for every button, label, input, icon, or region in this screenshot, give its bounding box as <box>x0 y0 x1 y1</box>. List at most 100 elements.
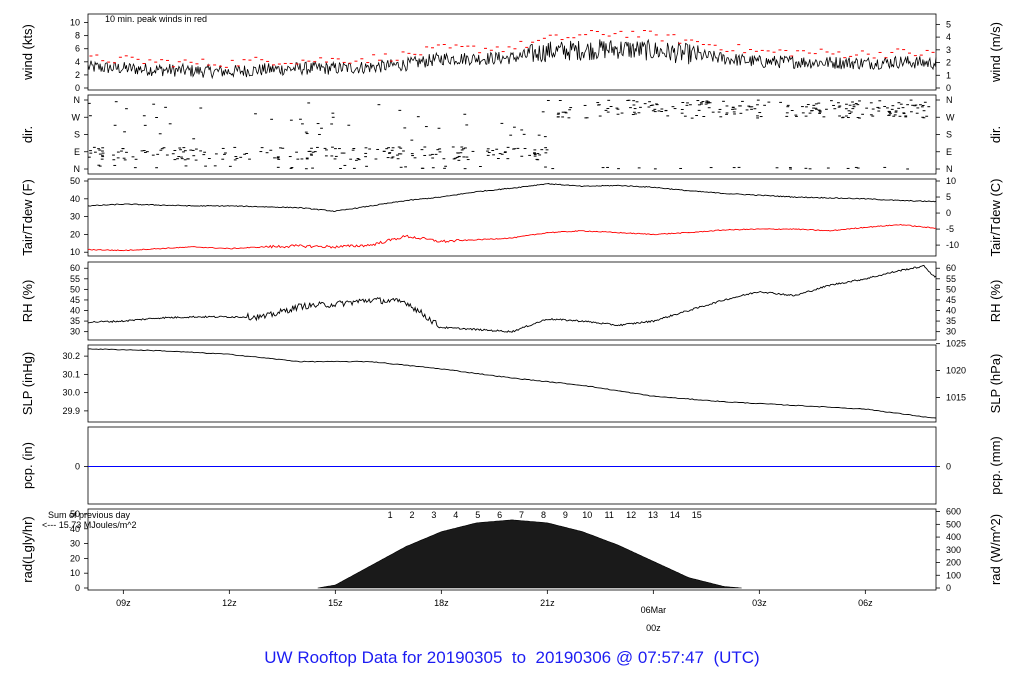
y-tick-label-left-wind: 8 <box>75 31 80 41</box>
x-tick-label: 12z <box>222 598 237 608</box>
y-tick-label-left-slp: 30.1 <box>62 369 80 379</box>
y-tick-label-left-wind: 2 <box>75 70 80 80</box>
rad-hour-label: 4 <box>453 510 458 520</box>
ylabel-temp-right: Tair/Tdew (C) <box>988 178 1003 256</box>
rad-hour-label: 14 <box>670 510 680 520</box>
air-temp-line <box>87 183 937 212</box>
footer-title: UW Rooftop Data for 20190305 to 20190306… <box>264 648 760 667</box>
ylabel-dir-left: dir. <box>20 126 35 143</box>
y-tick-label-right-rh: 50 <box>946 284 956 294</box>
ylabel-pcp-left: pcp. (in) <box>20 442 35 489</box>
y-tick-label-right-dir: E <box>946 147 952 157</box>
y-tick-label-right-temp: 0 <box>946 208 951 218</box>
panel-frame-wind <box>87 13 937 91</box>
y-tick-label-right-rad: 0 <box>946 583 951 593</box>
y-tick-label-right-wind: 5 <box>946 19 951 29</box>
y-tick-label-right-temp: 5 <box>946 192 951 202</box>
y-tick-label-left-rh: 45 <box>70 295 80 305</box>
y-tick-label-left-dir: E <box>74 147 80 157</box>
y-tick-label-right-temp: -5 <box>946 224 954 234</box>
y-tick-label-right-slp: 1025 <box>946 339 966 349</box>
y-tick-label-left-dir: N <box>74 95 81 105</box>
series-layer <box>87 30 937 589</box>
y-tick-label-left-wind: 0 <box>75 83 80 93</box>
y-tick-label-right-wind: 1 <box>946 70 951 80</box>
x-tick-label: 15z <box>328 598 343 608</box>
y-tick-label-left-slp: 30.2 <box>62 351 80 361</box>
y-tick-label-right-dir: N <box>946 164 953 174</box>
x-tick-label: 06z <box>858 598 873 608</box>
rad-hour-label: 10 <box>582 510 592 520</box>
y-tick-label-right-slp: 1015 <box>946 393 966 403</box>
dew-point-line <box>87 224 937 252</box>
y-tick-label-right-rh: 30 <box>946 327 956 337</box>
date-sub-label: 00z <box>646 623 661 633</box>
y-tick-label-right-rad: 100 <box>946 570 961 580</box>
x-tick-label: 03z <box>752 598 767 608</box>
x-tick-label: 09z <box>116 598 131 608</box>
y-tick-label-left-wind: 6 <box>75 44 80 54</box>
wind-annotation: 10 min. peak winds in red <box>105 14 207 24</box>
y-tick-label-right-rad: 200 <box>946 558 961 568</box>
rad-hour-label: 2 <box>409 510 414 520</box>
y-tick-label-left-rad: 10 <box>70 568 80 578</box>
y-tick-label-left-dir: N <box>74 164 81 174</box>
y-tick-label-right-wind: 3 <box>946 45 951 55</box>
y-tick-label-right-temp: 10 <box>946 176 956 186</box>
y-tick-label-left-rh: 55 <box>70 274 80 284</box>
y-tick-label-right-rad: 600 <box>946 507 961 517</box>
y-tick-label-left-dir: W <box>72 112 81 122</box>
radiation-area <box>317 519 742 589</box>
ylabel-rad-left: rad(Lgly/hr) <box>20 516 35 582</box>
panel-frames <box>87 13 937 591</box>
y-tick-label-left-rh: 50 <box>70 284 80 294</box>
ylabel-dir-right: dir. <box>988 126 1003 143</box>
ylabel-pcp-right: pcp. (mm) <box>988 436 1003 495</box>
rad-hour-label: 15 <box>692 510 702 520</box>
y-tick-label-right-dir: W <box>946 112 955 122</box>
rad-hour-label: 6 <box>497 510 502 520</box>
labels-layer: wind (kts) wind (m/s) 10 min. peak winds i… <box>20 14 1003 633</box>
y-tick-label-left-rad: 20 <box>70 553 80 563</box>
y-tick-label-left-rh: 30 <box>70 327 80 337</box>
rad-sum-value: <--- 15.73 MJoules/m^2 <box>42 520 137 530</box>
rad-hour-label: 3 <box>431 510 436 520</box>
wind-speed-line <box>87 38 937 80</box>
x-tick-label: 21z <box>540 598 555 608</box>
rad-hour-label: 8 <box>541 510 546 520</box>
y-tick-label-right-wind: 2 <box>946 58 951 68</box>
rad-hour-label: 11 <box>604 510 613 520</box>
y-tick-label-right-dir: S <box>946 130 952 140</box>
rh-line <box>87 264 937 333</box>
y-tick-label-left-pcp: 0 <box>75 462 80 472</box>
y-tick-label-left-temp: 20 <box>70 229 80 239</box>
ylabel-slp-left: SLP (inHg) <box>20 352 35 415</box>
y-tick-label-left-rad: 50 <box>70 509 80 519</box>
y-tick-label-left-rh: 35 <box>70 316 80 326</box>
y-tick-label-left-rad: 40 <box>70 524 80 534</box>
panel-frame-slp <box>87 344 937 423</box>
y-tick-label-left-rh: 40 <box>70 306 80 316</box>
y-tick-label-right-slp: 1020 <box>946 366 966 376</box>
y-tick-label-left-wind: 10 <box>70 18 80 28</box>
date-label: 06Mar <box>641 605 667 615</box>
ylabel-temp-left: Tair/Tdew (F) <box>20 179 35 256</box>
y-tick-label-right-rh: 55 <box>946 274 956 284</box>
y-tick-label-left-slp: 29.9 <box>62 406 80 416</box>
y-tick-label-left-wind: 4 <box>75 57 80 67</box>
y-tick-label-left-rh: 60 <box>70 263 80 273</box>
y-tick-label-right-wind: 4 <box>946 32 951 42</box>
rad-hour-label: 1 <box>388 510 393 520</box>
y-tick-label-right-rad: 500 <box>946 519 961 529</box>
rad-hour-label: 9 <box>563 510 568 520</box>
y-tick-label-right-rh: 40 <box>946 306 956 316</box>
panel-frame-temp <box>87 178 937 257</box>
y-tick-label-right-temp: -10 <box>946 240 959 250</box>
rad-hour-label: 5 <box>475 510 480 520</box>
y-tick-label-right-rh: 60 <box>946 263 956 273</box>
ylabel-rh-right: RH (%) <box>988 280 1003 323</box>
y-tick-label-left-rad: 0 <box>75 583 80 593</box>
y-tick-label-right-rh: 45 <box>946 295 956 305</box>
y-tick-label-right-wind: 0 <box>946 83 951 93</box>
